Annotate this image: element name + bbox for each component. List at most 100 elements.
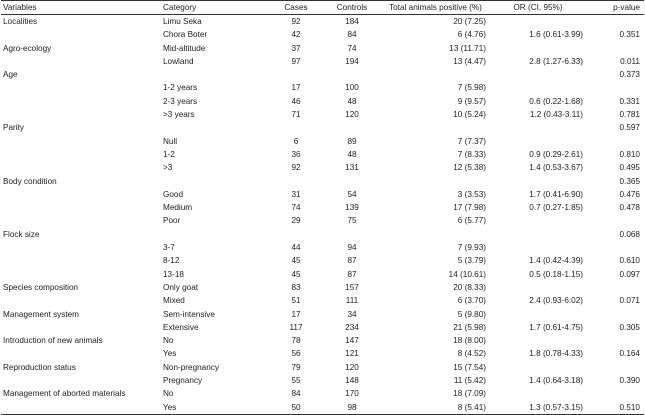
cell-variable	[1, 135, 161, 148]
table-row: 8-12 45 87 5 (3.79) 1.4 (0.42-4.39) 0.610	[1, 254, 644, 267]
cell-odds-ratio: 1.7 (0.41-6.90)	[529, 189, 583, 199]
cell-controls: 84	[347, 30, 357, 40]
cell-total-positive	[383, 228, 491, 241]
cell-variable	[1, 254, 161, 267]
cell-category	[161, 68, 271, 81]
table-row: >3 92 131 12 (5.38) 1.4 (0.53-3.67) 0.495	[1, 161, 644, 174]
cell-cases	[271, 121, 321, 134]
cell-variable	[1, 268, 161, 281]
cell-p-value: 0.373	[619, 70, 641, 80]
cell-controls: 184	[345, 17, 359, 26]
cell-odds-ratio	[491, 121, 589, 134]
table-row: Poor 29 75 6 (5.77)	[1, 214, 644, 227]
cell-variable: Introduction of new animals	[3, 336, 103, 346]
cell-odds-ratio	[491, 387, 589, 400]
cell-category: >3	[163, 163, 173, 173]
cell-p-value	[589, 81, 644, 94]
table-header: Variables Category Cases Controls Total …	[1, 0, 644, 15]
cell-odds-ratio	[491, 68, 589, 81]
cell-total-positive: 9 (9.57)	[457, 96, 486, 106]
header-row: Variables Category Cases Controls Total …	[1, 0, 644, 15]
cell-category: Yes	[163, 349, 177, 359]
cell-variable	[1, 188, 161, 201]
cell-cases: 42	[291, 30, 301, 40]
cell-p-value	[589, 42, 644, 55]
table-row: Medium 74 139 17 (7.98) 0.7 (0.27-1.85) 0.478	[1, 201, 644, 214]
cell-p-value: 0.331	[619, 96, 641, 106]
cell-total-positive: 8 (5.41)	[383, 400, 491, 415]
table-row: Body condition 0.365	[1, 175, 644, 188]
cell-variable: Body condition	[3, 176, 57, 186]
cell-cases: 71	[291, 110, 301, 120]
cell-p-value	[589, 387, 644, 400]
cell-category: No	[163, 389, 174, 399]
cell-controls: 120	[345, 110, 359, 120]
table-row: 2-3 years 46 48 9 (9.57) 0.6 (0.22-1.68) 0.33…	[1, 95, 644, 108]
cell-cases: 83	[291, 282, 301, 292]
cell-category: >3 years	[163, 110, 195, 120]
header-controls: Controls	[321, 0, 383, 15]
cell-total-positive: 8 (4.52)	[457, 349, 486, 359]
cell-cases: 44	[291, 243, 301, 253]
cell-variable	[1, 28, 161, 41]
cell-cases: 55	[291, 376, 301, 386]
cell-p-value: 0.305	[619, 322, 641, 332]
cell-cases	[271, 228, 321, 241]
table-row: Parity 0.597	[1, 121, 644, 134]
cell-p-value: 0.597	[619, 123, 641, 133]
cell-p-value: 0.810	[619, 149, 641, 159]
table-row: >3 years 71 120 10 (5.24) 1.2 (0.43-3.11) 0.7…	[1, 108, 644, 121]
cell-variable	[1, 321, 161, 334]
cell-total-positive: 17 (7.98)	[453, 203, 486, 213]
header-odds-ratio: OR (CI, 95%)	[491, 0, 589, 15]
cell-p-value: 0.478	[619, 203, 641, 213]
table-row: Null 6 89 7 (7.37)	[1, 135, 644, 148]
cell-category	[161, 175, 271, 188]
cell-variable	[1, 148, 161, 161]
cell-cases: 84	[291, 389, 301, 399]
cell-p-value: 0.068	[619, 229, 641, 239]
cell-odds-ratio	[491, 241, 589, 254]
cell-controls: 147	[345, 336, 359, 346]
cell-variable	[1, 294, 161, 307]
cell-p-value: 0.097	[619, 269, 641, 279]
cell-controls: 111	[345, 296, 359, 306]
cell-total-positive: 6 (3.70)	[457, 296, 486, 306]
cell-odds-ratio: 1.4 (0.53-3.67)	[529, 163, 583, 173]
cell-controls: 194	[345, 56, 359, 66]
cell-cases: 117	[289, 322, 303, 332]
cell-variable	[1, 400, 161, 415]
table-row: Flock size 0.068	[1, 228, 644, 241]
cell-variable	[1, 241, 161, 254]
cell-category: Pregnancy	[163, 376, 203, 386]
cell-total-positive: 7 (9.93)	[457, 243, 486, 253]
cell-odds-ratio: 1.3 (0.57-3.15)	[491, 400, 589, 415]
cell-controls: 54	[347, 189, 357, 199]
cell-controls: 89	[347, 136, 357, 146]
cell-total-positive: 7 (7.37)	[457, 136, 486, 146]
cell-p-value	[589, 15, 644, 29]
cell-variable: Management system	[3, 309, 79, 319]
cell-odds-ratio: 1.6 (0.61-3.99)	[529, 30, 583, 40]
cell-total-positive: 18 (7.09)	[453, 389, 486, 399]
cell-total-positive: 18 (8.00)	[453, 336, 486, 346]
cell-cases: 78	[291, 336, 301, 346]
cell-category: Only goat	[163, 282, 199, 292]
cell-p-value	[589, 241, 644, 254]
cell-category: 3-7	[163, 243, 175, 253]
cell-p-value	[589, 135, 644, 148]
cell-controls	[321, 68, 383, 81]
cell-odds-ratio	[491, 214, 589, 227]
cell-controls: 87	[347, 256, 357, 266]
table-row: Agro-ecology Mid-altitude 37 74 13 (11.71)	[1, 42, 644, 55]
cell-variable: Age	[3, 70, 18, 80]
cell-cases: 37	[291, 43, 301, 53]
cell-p-value	[589, 334, 644, 347]
cell-controls: 170	[345, 389, 359, 399]
cell-total-positive: 15 (7.54)	[453, 362, 486, 372]
cell-variable: Species composition	[3, 282, 79, 292]
cell-total-positive: 14 (10.61)	[448, 269, 486, 279]
cell-variable	[1, 214, 161, 227]
cell-variable: Management of aborted materials	[3, 389, 126, 399]
header-total-positive: Total animals positive (%)	[383, 0, 491, 15]
